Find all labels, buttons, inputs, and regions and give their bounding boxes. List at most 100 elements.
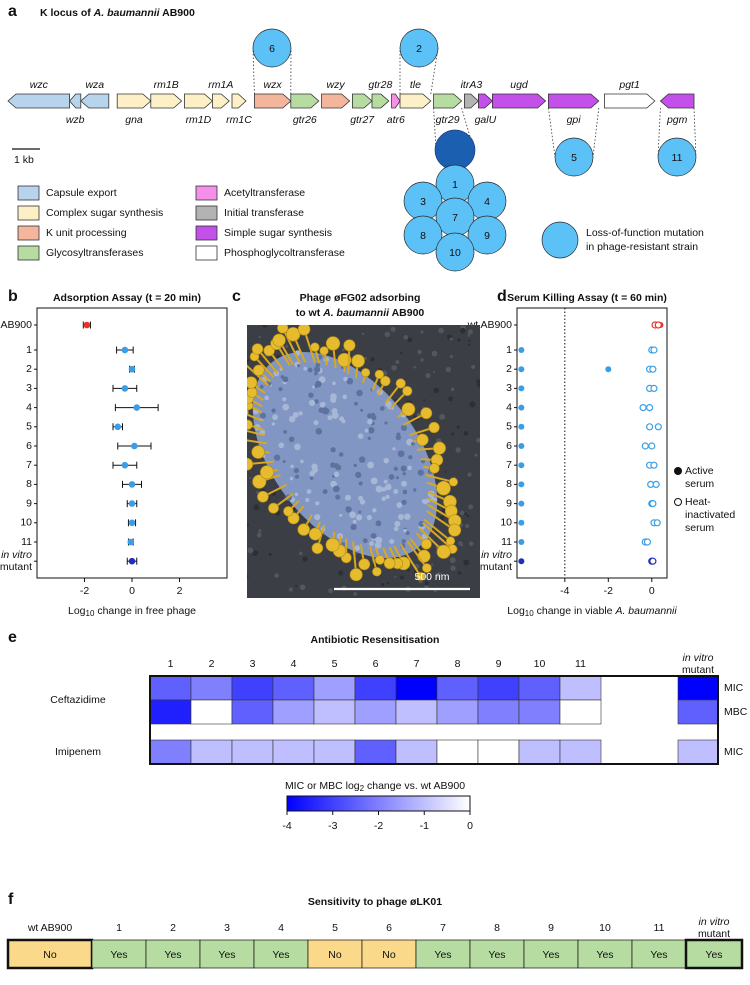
- data-point: [518, 385, 525, 392]
- legend-label: Simple sugar synthesis: [224, 227, 332, 239]
- category-label: mutant: [480, 561, 512, 573]
- cell-texture: [358, 510, 362, 514]
- texture: [299, 551, 303, 556]
- column-label: 4: [291, 658, 297, 670]
- cell-texture: [280, 375, 285, 379]
- phage-tail: [425, 474, 454, 483]
- data-point: [648, 442, 656, 450]
- texture: [403, 335, 409, 340]
- cell-texture: [294, 443, 301, 451]
- cell-texture: [357, 433, 364, 439]
- cell-texture: [282, 397, 287, 402]
- data-point: [650, 384, 658, 392]
- texture: [466, 514, 470, 518]
- heat-cell: [518, 699, 561, 725]
- sensitivity-value: Yes: [164, 949, 181, 961]
- category-label: 8: [506, 478, 512, 490]
- mutation-strain: 10: [449, 247, 461, 259]
- sensitivity-cell: [684, 938, 744, 970]
- phage-tail: [422, 522, 454, 550]
- phage-head: [229, 433, 241, 445]
- x-tick-label: 0: [649, 585, 655, 597]
- category-label: 6: [26, 440, 32, 452]
- strain-label: in vitro: [699, 916, 730, 928]
- cell-texture: [339, 513, 343, 517]
- mutation-circle: [403, 215, 443, 255]
- cell-texture: [345, 506, 352, 513]
- gene-label: wzy: [327, 79, 346, 91]
- cell-texture: [283, 430, 288, 434]
- category-label: wt AB900: [0, 319, 32, 331]
- cell-texture: [306, 489, 312, 494]
- phage-head: [374, 369, 384, 380]
- phage-head: [251, 343, 264, 355]
- heat-cell: [149, 699, 192, 725]
- mutation-strain: 3: [420, 196, 426, 208]
- texture: [247, 359, 250, 363]
- strain-label: 2: [170, 922, 176, 934]
- phage-head: [395, 378, 406, 389]
- cell-texture: [389, 539, 395, 544]
- cell-texture: [400, 424, 407, 431]
- phage-head: [416, 433, 429, 446]
- category-label: 5: [26, 421, 32, 433]
- colorbar-label-part: change vs. wt AB900: [364, 780, 465, 792]
- cell-texture: [331, 411, 339, 419]
- texture: [468, 541, 474, 546]
- data-point: [128, 557, 136, 565]
- texture: [247, 523, 249, 527]
- texture: [399, 575, 404, 580]
- colorbar-tick-label: -4: [282, 820, 291, 832]
- sensitivity-cell: [631, 939, 687, 969]
- cell-texture: [313, 420, 319, 426]
- strain-label: mutant: [698, 928, 730, 940]
- phage-head: [232, 352, 243, 363]
- cell-texture: [401, 480, 407, 487]
- phage-head: [401, 402, 416, 417]
- column-label: 3: [250, 658, 256, 670]
- data-point: [646, 404, 654, 412]
- data-point: [649, 557, 657, 565]
- phage-head: [402, 385, 413, 397]
- heat-cell: [518, 675, 561, 701]
- category-label: 2: [506, 363, 512, 375]
- heat-cell: [313, 675, 356, 701]
- cell-texture: [375, 536, 383, 544]
- column-label: in vitro: [683, 652, 714, 664]
- legend-label: Glycosyltransferases: [46, 247, 143, 259]
- cell-texture: [354, 545, 361, 551]
- panel-title: Sensitivity to phage øLK01: [308, 896, 442, 908]
- phage-head: [251, 445, 265, 459]
- sensitivity-value: Yes: [272, 949, 289, 961]
- column-label: 1: [168, 658, 174, 670]
- data-point: [131, 442, 138, 450]
- phage-head: [247, 407, 249, 417]
- legend-label: Active: [685, 465, 714, 477]
- data-point: [121, 346, 129, 354]
- category-label: 7: [26, 459, 32, 471]
- gene-label: itrA3: [461, 79, 483, 91]
- data-point: [518, 404, 525, 411]
- texture: [468, 339, 471, 342]
- panel-title: Adsorption Assay (t = 20 min): [53, 292, 201, 304]
- data-point: [650, 461, 658, 469]
- data-point: [128, 519, 136, 527]
- texture: [445, 366, 452, 373]
- cell-texture: [338, 452, 344, 457]
- legend-label: in phage-resistant strain: [586, 241, 698, 253]
- x-tick-label: -4: [560, 585, 569, 597]
- heat-cell: [190, 739, 233, 765]
- connector: [252, 47, 255, 95]
- sensitivity-cell: [199, 939, 255, 969]
- category-label: 7: [506, 459, 512, 471]
- cell-texture: [392, 447, 396, 451]
- texture: [455, 447, 461, 453]
- cell-texture: [411, 441, 415, 446]
- cell-texture: [367, 418, 373, 425]
- texture: [431, 350, 438, 357]
- gene-arrow: [433, 93, 463, 109]
- panel-title: K locus of A. baumannii AB900: [40, 7, 195, 19]
- cell-texture: [356, 389, 363, 397]
- em-scale-label: 500 nm: [414, 571, 449, 583]
